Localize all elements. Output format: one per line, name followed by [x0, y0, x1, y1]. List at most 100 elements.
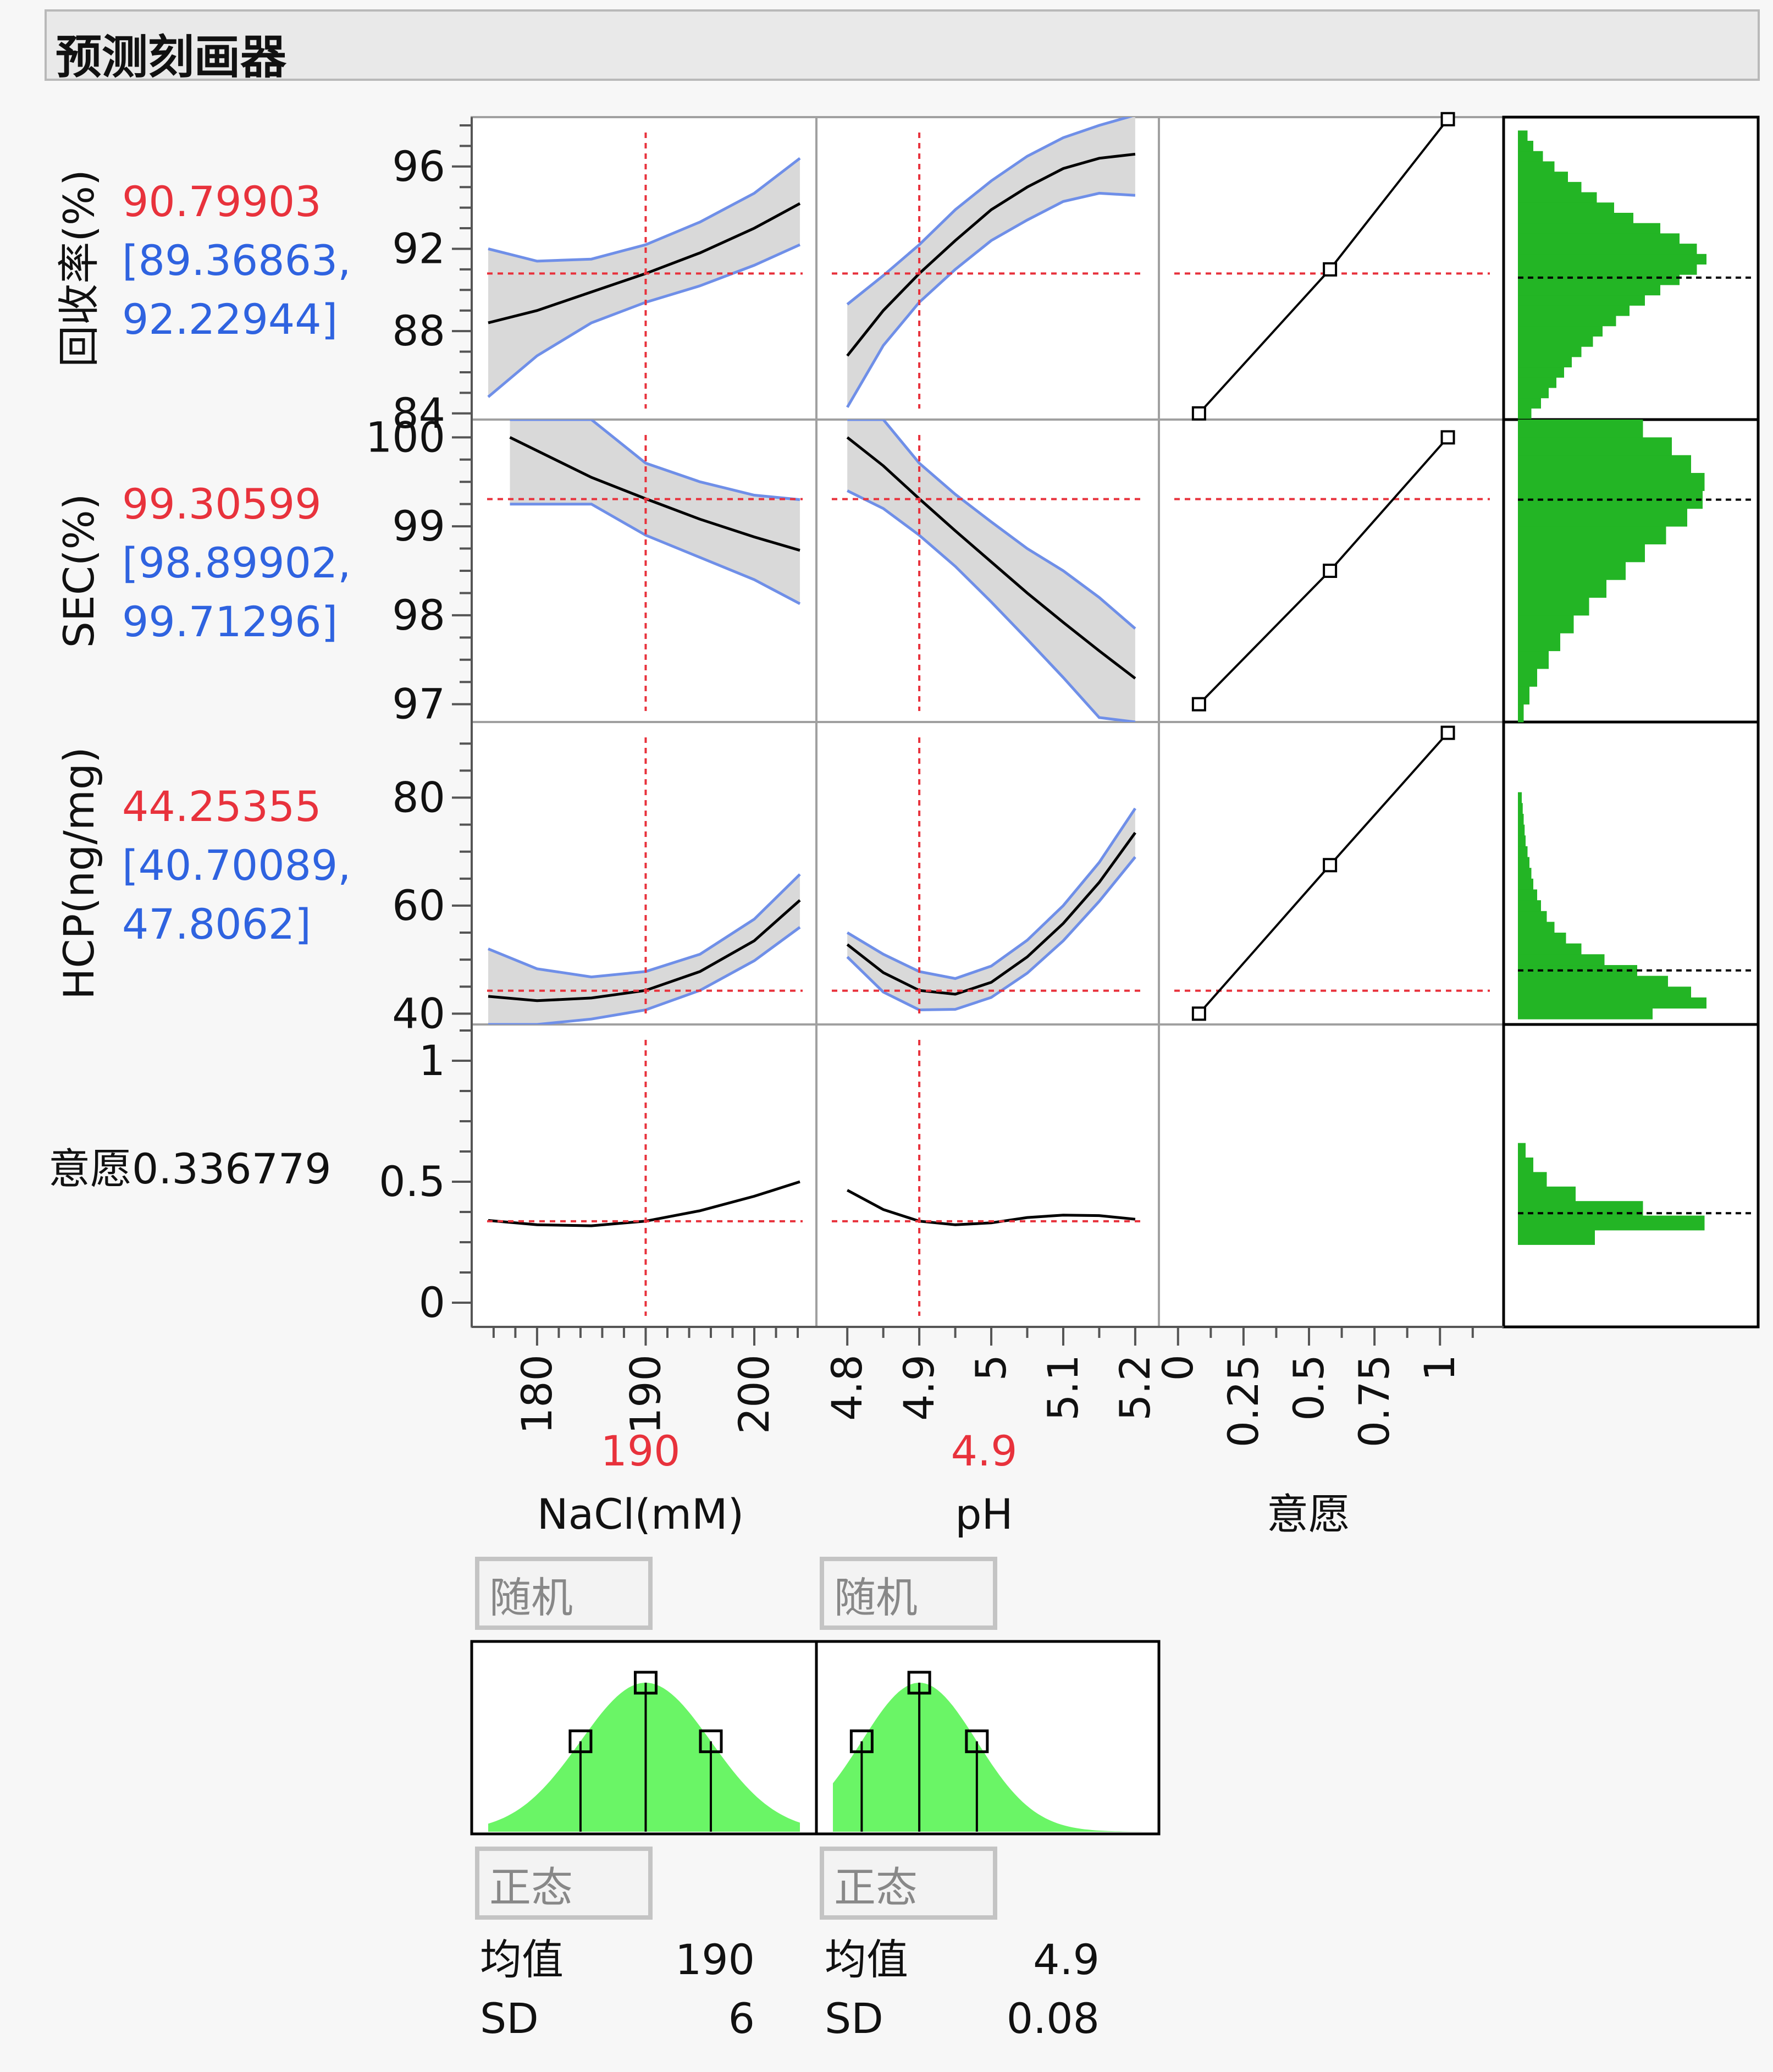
response-ci-high: 92.22944] [122, 295, 338, 344]
histogram-bar [1518, 181, 1582, 193]
histogram-bar [1518, 976, 1668, 987]
histogram-bar [1518, 356, 1572, 368]
response-label: SEC(%) [54, 494, 103, 648]
sd-handle[interactable] [568, 1729, 593, 1754]
y-tick-label: 97 [392, 680, 445, 729]
histogram-bar [1518, 943, 1582, 955]
x-tick-label: 0.5 [1284, 1354, 1333, 1421]
x-tick-label: 1 [1415, 1354, 1464, 1381]
y-tick-label: 60 [392, 881, 445, 930]
histogram-bar [1518, 900, 1541, 912]
histogram-bar [1518, 835, 1526, 847]
histogram-bar [1518, 561, 1626, 580]
histogram-bar [1518, 336, 1593, 347]
y-tick-label: 80 [392, 773, 445, 822]
confidence-upper-line [846, 117, 1134, 306]
histogram-bar [1518, 792, 1522, 803]
desirability-handle[interactable] [1323, 858, 1338, 873]
factor-current-value[interactable]: 4.9 [951, 1426, 1018, 1475]
histogram-bar [1518, 388, 1549, 399]
mean-handle[interactable] [633, 1671, 658, 1695]
histogram-bar [1518, 1158, 1533, 1172]
response-label: HCP(ng/mg) [54, 747, 103, 1000]
histogram-bar [1518, 633, 1560, 652]
random-select[interactable] [820, 1557, 997, 1630]
histogram-bar [1518, 377, 1556, 388]
x-tick-label: 0.75 [1350, 1354, 1399, 1447]
desirability-handle[interactable] [1191, 406, 1206, 421]
response-current-value: 90.79903 [122, 177, 322, 226]
x-tick-label: 180 [512, 1354, 561, 1434]
factor-name-label: NaCl(mM) [537, 1490, 744, 1539]
random-select[interactable] [475, 1557, 653, 1630]
x-tick-label: 190 [621, 1354, 670, 1434]
sd-handle[interactable] [965, 1729, 989, 1754]
histogram-bar [1518, 857, 1529, 868]
histogram-bar [1518, 824, 1525, 836]
histogram-bar [1518, 889, 1537, 901]
random-select-label: 随机 [834, 1573, 918, 1622]
confidence-lower-line [847, 489, 1136, 722]
mean-value[interactable]: 190 [675, 1935, 755, 1984]
response-ci-low: [40.70089, [122, 841, 351, 890]
desirability-handle[interactable] [1191, 1006, 1206, 1021]
distribution-type-select[interactable] [820, 1847, 997, 1920]
histogram-bar [1518, 161, 1555, 172]
desirability-handle[interactable] [1440, 725, 1455, 740]
confidence-band [488, 874, 800, 1024]
histogram-bar [1518, 922, 1555, 933]
desirability-handle[interactable] [1323, 564, 1338, 578]
histogram-bar [1518, 704, 1524, 723]
distribution-type-label: 正态 [489, 1863, 573, 1912]
y-tick-label: 92 [392, 224, 445, 273]
mean-handle[interactable] [907, 1671, 931, 1695]
profile-trace-group [846, 117, 1136, 408]
histogram-bar [1518, 244, 1697, 255]
histogram-bar [1518, 686, 1529, 705]
profiler-title-bar[interactable]: 预测刻画器 [45, 9, 1760, 84]
confidence-band [847, 808, 1135, 1010]
y-tick-label: 0 [419, 1278, 445, 1327]
prediction-curve [846, 831, 1136, 996]
x-tick-label: 5.2 [1111, 1354, 1159, 1421]
histogram-bar [1518, 326, 1603, 337]
sd-value[interactable]: 0.08 [1007, 1994, 1100, 2043]
histogram-bar [1518, 473, 1705, 491]
histogram-bar [1518, 803, 1523, 814]
profile-panel[interactable] [815, 1023, 1160, 1328]
mean-value[interactable]: 4.9 [1033, 1935, 1100, 1984]
histogram-bar [1518, 911, 1547, 922]
histogram-bar [1518, 651, 1549, 669]
confidence-upper-line [846, 807, 1136, 980]
profile-trace-group [846, 807, 1136, 1012]
sd-label: SD [825, 1994, 883, 2043]
desirability-label-name: 意愿 [48, 1144, 132, 1193]
histogram-bar [1518, 933, 1566, 944]
histogram-bar [1518, 997, 1706, 1009]
profile-panel[interactable] [471, 1023, 818, 1328]
histogram-bar [1518, 284, 1660, 296]
prediction-curve [847, 1189, 1136, 1226]
desirability-handle[interactable] [1440, 112, 1455, 126]
histogram-bar [1518, 508, 1687, 527]
distribution-type-select[interactable] [475, 1847, 653, 1920]
mean-label: 均值 [480, 1935, 564, 1984]
factor-name-label: pH [955, 1490, 1013, 1539]
sd-handle[interactable] [849, 1729, 874, 1754]
confidence-upper-line [847, 420, 1136, 630]
profile-panel[interactable] [1158, 721, 1505, 1026]
histogram-bar [1518, 987, 1691, 998]
desirability-label: 意愿0.336779 [48, 1144, 332, 1193]
sd-handle[interactable] [699, 1729, 723, 1754]
desirability-handle[interactable] [1191, 697, 1206, 712]
prediction-curve [846, 436, 1136, 680]
sd-value[interactable]: 6 [728, 1994, 755, 2043]
histogram-bar [1518, 437, 1672, 456]
desirability-handle[interactable] [1440, 430, 1455, 445]
histogram-bar [1518, 668, 1537, 687]
profile-trace-group [847, 1189, 1136, 1226]
desirability-handle[interactable] [1323, 262, 1338, 277]
profile-panel[interactable] [1158, 1023, 1505, 1328]
factor-current-value[interactable]: 190 [600, 1426, 680, 1475]
